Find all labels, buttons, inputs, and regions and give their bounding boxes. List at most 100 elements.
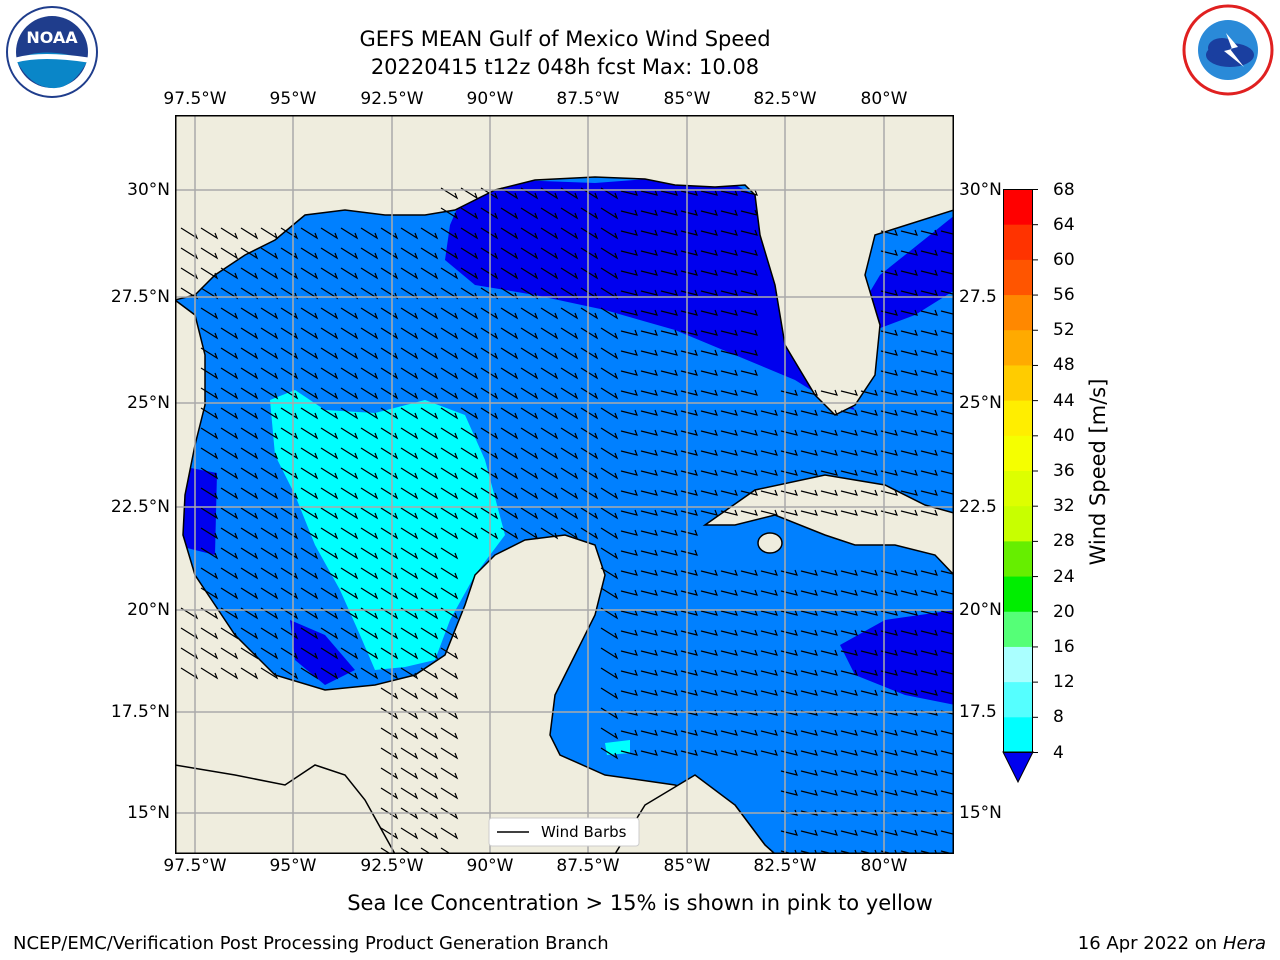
wind-barb bbox=[320, 607, 339, 620]
lat-label-right: 30°N bbox=[959, 180, 1002, 200]
wind-barb bbox=[640, 509, 658, 516]
wind-barb bbox=[240, 267, 259, 280]
wind-barb bbox=[800, 569, 818, 576]
wind-barb bbox=[420, 547, 439, 560]
wind-barb bbox=[500, 247, 519, 260]
wind-barb bbox=[660, 669, 678, 676]
wind-barb bbox=[360, 607, 379, 620]
wind-barb bbox=[500, 487, 519, 500]
wind-barb bbox=[840, 449, 858, 456]
wind-barb bbox=[560, 387, 579, 400]
wind-barb bbox=[940, 250, 954, 255]
wind-barb bbox=[900, 509, 918, 516]
wind-barb bbox=[780, 589, 798, 596]
wind-barb bbox=[220, 307, 239, 320]
wind-barb bbox=[880, 409, 898, 416]
wind-barb bbox=[800, 789, 818, 796]
wind-barb bbox=[600, 427, 619, 440]
wind-barb bbox=[800, 609, 818, 616]
wind-barb bbox=[760, 729, 778, 736]
wind-barb bbox=[740, 189, 758, 196]
wind-barb bbox=[740, 589, 758, 596]
wind-barb bbox=[400, 847, 417, 854]
wind-barb bbox=[460, 427, 479, 440]
wind-barb bbox=[320, 247, 339, 260]
wind-barb bbox=[420, 327, 439, 340]
wind-barb bbox=[700, 189, 718, 196]
wind-barb bbox=[940, 310, 954, 315]
wind-barb bbox=[920, 789, 938, 796]
wind-barb bbox=[840, 849, 858, 854]
wind-barb bbox=[540, 247, 559, 260]
wind-barb bbox=[840, 749, 858, 756]
map-frame bbox=[175, 115, 954, 854]
wind-barb bbox=[360, 247, 379, 260]
wind-barb bbox=[880, 489, 898, 496]
wind-barb bbox=[840, 829, 858, 836]
wind-barb bbox=[240, 307, 259, 320]
wind-barb bbox=[280, 227, 299, 240]
wind-barb bbox=[660, 549, 678, 556]
lon-label-top: 87.5°W bbox=[556, 89, 620, 109]
wind-barb bbox=[400, 287, 419, 300]
wind-barb bbox=[380, 227, 399, 240]
wind-barb bbox=[720, 589, 738, 596]
wind-barb bbox=[740, 269, 758, 276]
wind-barb bbox=[900, 269, 918, 276]
wind-barb bbox=[220, 667, 239, 680]
wind-barb bbox=[600, 327, 619, 340]
wind-barb bbox=[220, 467, 239, 480]
wind-barb bbox=[900, 789, 918, 796]
wind-barb bbox=[780, 489, 798, 496]
wind-barb bbox=[640, 369, 658, 376]
wind-barb bbox=[900, 749, 918, 756]
wind-barb bbox=[940, 410, 954, 415]
wind-barb bbox=[800, 449, 818, 456]
wind-barb bbox=[760, 469, 778, 476]
wind-barb bbox=[240, 367, 259, 380]
wind-barb bbox=[360, 547, 379, 560]
wind-barb bbox=[640, 329, 658, 336]
wind-barb bbox=[920, 489, 938, 496]
colorbar-segment bbox=[1003, 259, 1033, 296]
wind-barb bbox=[720, 569, 738, 576]
lon-label-top: 97.5°W bbox=[163, 89, 227, 109]
wind-barb bbox=[620, 729, 638, 736]
wind-barb bbox=[540, 267, 559, 280]
wind-barb bbox=[400, 587, 419, 600]
wind-barb bbox=[740, 249, 758, 256]
wind-barb bbox=[420, 387, 439, 400]
wind-barb bbox=[780, 569, 798, 576]
wind-barb bbox=[940, 570, 954, 575]
wind-barb bbox=[340, 567, 359, 580]
wind-barb bbox=[660, 369, 678, 376]
wind-barb bbox=[520, 527, 539, 540]
wind-barb bbox=[420, 247, 439, 260]
wind-barb bbox=[820, 629, 838, 636]
wind-barb bbox=[220, 627, 239, 640]
wind-barb bbox=[720, 469, 738, 476]
wind-barb bbox=[640, 269, 658, 276]
wind-barb bbox=[520, 207, 539, 220]
lon-label-bottom: 85°W bbox=[663, 856, 711, 876]
wind-barb bbox=[660, 249, 678, 256]
wind-barb bbox=[660, 649, 678, 656]
wind-barb bbox=[380, 267, 399, 280]
wind-barb bbox=[720, 649, 738, 656]
wind-barb bbox=[360, 587, 379, 600]
colorbar bbox=[1002, 189, 1038, 784]
wind-barb bbox=[220, 327, 239, 340]
wind-barb bbox=[220, 407, 239, 420]
wind-barb bbox=[560, 427, 579, 440]
wind-barb bbox=[560, 467, 579, 480]
lat-label-right: 25°N bbox=[959, 393, 1002, 413]
wind-barb bbox=[340, 667, 359, 680]
wind-barb bbox=[480, 207, 499, 220]
wind-barb bbox=[780, 749, 798, 756]
wind-barb bbox=[360, 507, 379, 520]
wind-barb bbox=[240, 287, 259, 300]
wind-barb bbox=[920, 669, 938, 676]
wind-barb bbox=[540, 507, 559, 520]
wind-barb bbox=[780, 509, 798, 516]
wind-barb bbox=[460, 287, 479, 300]
